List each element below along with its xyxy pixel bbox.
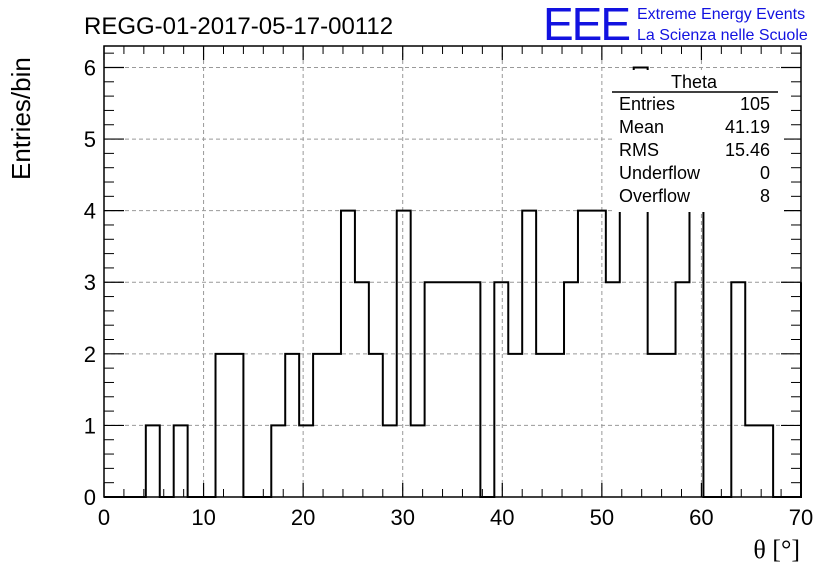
eee-logo-mark: EEE [543, 0, 629, 50]
y-axis-label: Entries/bin [6, 57, 36, 180]
histogram-bin [494, 282, 508, 497]
y-tick-label: 1 [84, 413, 96, 438]
x-tick-label: 40 [490, 505, 514, 530]
histogram-bin [355, 282, 369, 497]
y-tick-labels: 0 1 2 3 4 5 6 [84, 55, 96, 510]
x-tick-label: 30 [390, 505, 414, 530]
stats-row-label: Overflow [619, 186, 691, 206]
stats-row-label: Underflow [619, 163, 701, 183]
x-tick-label: 20 [291, 505, 315, 530]
stats-row-value: 15.46 [725, 140, 770, 160]
x-tick-label: 50 [590, 505, 614, 530]
stats-box: Theta Entries 105 Mean 41.19 RMS 15.46 Underfl… [612, 70, 784, 212]
stats-row-value: 41.19 [725, 117, 770, 137]
stats-row-label: RMS [619, 140, 659, 160]
histogram-bin [411, 425, 425, 497]
histogram-bin [271, 425, 285, 497]
histogram-bin [174, 425, 188, 497]
x-tick-label: 0 [98, 505, 110, 530]
eee-logo-line2: La Scienza nelle Scuole [637, 27, 808, 44]
grid-lines [104, 46, 801, 497]
x-axis-label: θ [°] [753, 535, 800, 564]
y-tick-label: 2 [84, 342, 96, 367]
histogram-bin [676, 282, 690, 497]
y-tick-label: 0 [84, 485, 96, 510]
plot-frame [103, 45, 802, 498]
histogram-bin [383, 425, 397, 497]
stats-row-value: 8 [760, 186, 770, 206]
stats-title: Theta [671, 72, 718, 92]
y-tick-label: 3 [84, 270, 96, 295]
histogram-bin [731, 282, 745, 497]
y-tick-label: 4 [84, 199, 96, 224]
y-tick-label: 6 [84, 55, 96, 80]
axis-ticks [103, 46, 802, 498]
stats-row-value: 0 [760, 163, 770, 183]
stats-row-label: Mean [619, 117, 664, 137]
histogram-bin [745, 425, 759, 497]
y-tick-label: 5 [84, 127, 96, 152]
histogram-bin [606, 282, 620, 497]
histogram-bin [299, 425, 313, 497]
x-tick-labels: 0 10 20 30 40 50 60 70 [98, 505, 813, 530]
x-tick-label: 10 [191, 505, 215, 530]
histogram-bin [146, 425, 160, 497]
histogram-bin [439, 282, 453, 497]
eee-logo: EEE Extreme Energy Events La Scienza nel… [543, 0, 808, 50]
histogram-bin [425, 282, 439, 497]
histogram-bin [453, 282, 467, 497]
histogram-bin [759, 425, 773, 497]
chart-title: REGG-01-2017-05-17-00112 [84, 13, 393, 40]
stats-row-value: 105 [740, 94, 770, 114]
stats-row-label: Entries [619, 94, 675, 114]
eee-logo-line1: Extreme Energy Events [637, 6, 805, 23]
histogram-bin [564, 282, 578, 497]
histogram-outline [104, 66, 802, 498]
histogram-bin [466, 282, 480, 497]
x-tick-label: 70 [789, 505, 813, 530]
histogram-series [104, 66, 802, 498]
x-tick-label: 60 [689, 505, 713, 530]
